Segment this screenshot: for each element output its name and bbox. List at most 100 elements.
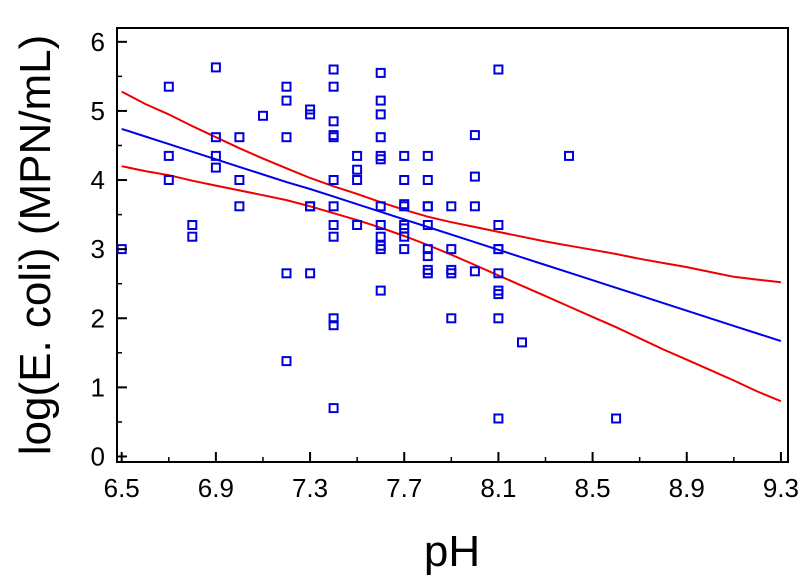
data-point — [399, 231, 410, 242]
data-point — [493, 64, 504, 75]
data-point — [375, 67, 386, 78]
x-axis-ticks: 6.5 6.9 7.3 7.7 8.1 8.5 8.9 9.3 — [104, 452, 799, 503]
x-tick-label: 6.5 — [104, 473, 140, 503]
y-axis-ticks: 0 1 2 3 4 5 6 — [91, 27, 127, 471]
y-tick-label: 1 — [91, 372, 105, 402]
data-point — [328, 313, 339, 324]
data-point — [375, 201, 386, 212]
x-tick-label: 6.9 — [198, 473, 234, 503]
data-point — [328, 132, 339, 143]
data-point — [422, 220, 433, 230]
data-point — [210, 150, 221, 161]
data-point — [352, 175, 363, 185]
data-point — [163, 81, 174, 92]
data-point — [493, 244, 504, 255]
confidence-band-line — [121, 165, 782, 403]
data-point — [399, 175, 410, 185]
data-point — [281, 268, 292, 279]
data-point — [469, 266, 480, 277]
data-point — [258, 110, 268, 121]
data-point — [446, 244, 457, 255]
data-point — [564, 150, 574, 161]
data-point — [328, 231, 339, 242]
data-point — [281, 81, 292, 92]
data-point — [352, 164, 363, 175]
data-point — [493, 220, 504, 230]
data-point — [234, 175, 245, 185]
data-point — [399, 150, 410, 161]
data-point — [305, 201, 316, 212]
data-point — [305, 109, 316, 120]
data-point — [493, 313, 504, 324]
y-tick-label: 6 — [91, 27, 105, 57]
data-points — [116, 62, 622, 424]
data-point — [493, 413, 504, 424]
data-point — [422, 251, 433, 262]
y-tick-label: 2 — [91, 303, 105, 333]
data-point — [422, 150, 433, 161]
x-tick-label: 7.7 — [386, 473, 422, 503]
data-point — [234, 132, 245, 143]
data-point — [422, 201, 433, 212]
y-tick-label: 5 — [91, 96, 105, 126]
data-point — [399, 244, 410, 255]
data-point — [422, 201, 433, 212]
data-point — [187, 220, 198, 230]
data-point — [375, 109, 386, 120]
data-point — [328, 175, 339, 185]
data-point — [446, 268, 457, 279]
y-tick-label: 3 — [91, 234, 105, 264]
data-point — [493, 268, 504, 279]
data-point — [469, 201, 480, 212]
data-point — [352, 220, 363, 230]
data-point — [375, 240, 386, 251]
data-point — [328, 64, 339, 75]
data-point — [281, 132, 292, 143]
regression-line — [121, 127, 782, 343]
data-point — [422, 268, 433, 279]
confidence-band-line — [121, 90, 782, 284]
data-point — [163, 175, 174, 185]
data-point — [187, 231, 198, 242]
x-tick-label: 9.3 — [763, 473, 799, 503]
data-point — [328, 403, 339, 414]
data-point — [234, 201, 245, 212]
data-point — [163, 150, 174, 161]
y-tick-label: 0 — [91, 441, 105, 471]
y-axis-title: log(E. coli) (MPN/mL) — [11, 35, 60, 456]
x-axis-title: pH — [424, 527, 480, 576]
data-point — [493, 289, 504, 300]
data-point — [611, 413, 622, 424]
x-tick-label: 8.9 — [669, 473, 705, 503]
data-point — [422, 175, 433, 185]
data-point — [210, 62, 221, 73]
data-point — [399, 201, 410, 212]
data-point — [328, 81, 339, 92]
data-point — [375, 231, 386, 242]
fit-lines — [121, 90, 782, 403]
data-point — [375, 95, 386, 106]
data-point — [352, 150, 363, 161]
data-point — [305, 268, 316, 279]
data-point — [328, 116, 339, 127]
x-tick-label: 8.1 — [480, 473, 516, 503]
data-point — [446, 313, 457, 324]
data-point — [281, 356, 292, 367]
data-point — [281, 95, 292, 106]
data-point — [328, 220, 339, 230]
data-point — [328, 320, 339, 331]
data-point — [375, 154, 386, 165]
data-point — [469, 130, 480, 141]
data-point — [446, 201, 457, 212]
x-tick-label: 8.5 — [575, 473, 611, 503]
data-point — [375, 132, 386, 143]
data-point — [328, 201, 339, 212]
data-point — [469, 171, 480, 182]
data-point — [517, 337, 527, 348]
data-point — [375, 220, 386, 230]
x-tick-label: 7.3 — [292, 473, 328, 503]
y-tick-label: 4 — [91, 165, 105, 195]
data-point — [375, 285, 386, 296]
